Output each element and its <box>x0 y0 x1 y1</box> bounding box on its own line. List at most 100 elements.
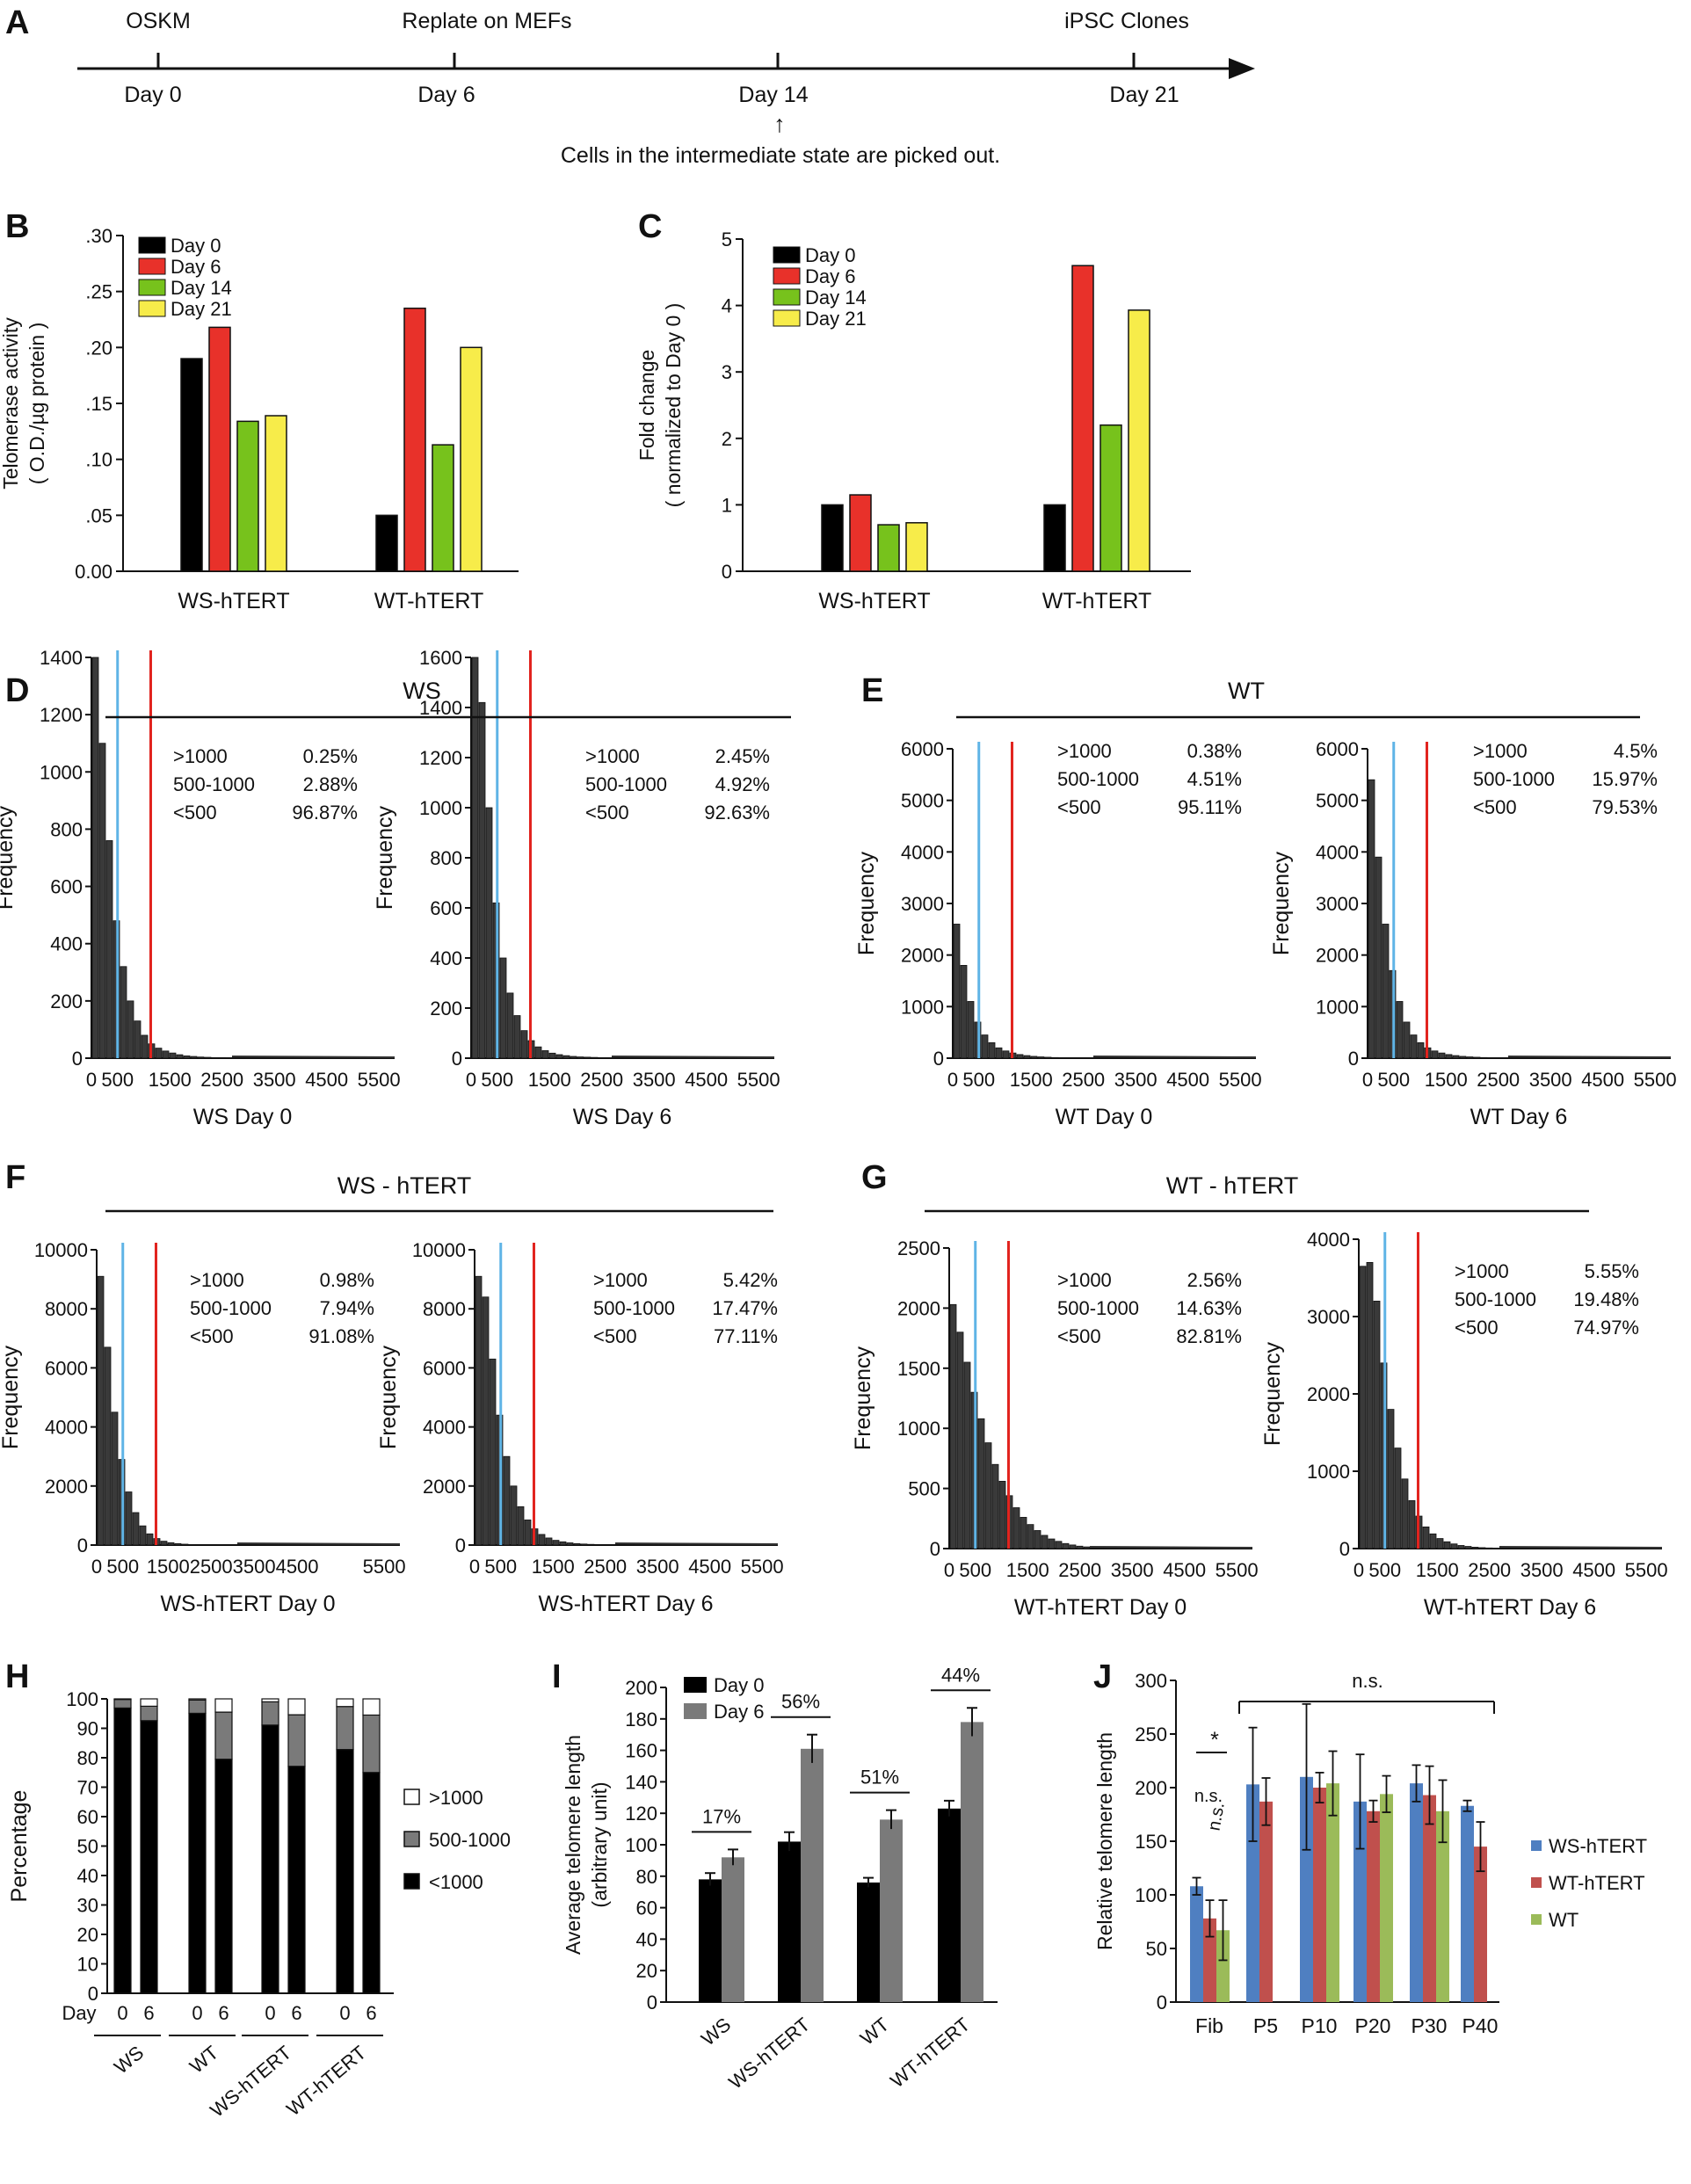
stat-percent: 15.97% <box>1592 768 1658 790</box>
histogram-bin <box>587 1543 595 1546</box>
histogram-bin <box>584 1056 591 1059</box>
stat-percent: 5.42% <box>723 1269 778 1291</box>
panel-label-f: F <box>5 1159 25 1196</box>
x-tick-label: 1500 <box>1425 1069 1468 1091</box>
stacked-segment <box>214 1698 233 1713</box>
histogram-bin <box>1359 1266 1367 1549</box>
y-tick-label: 1400 <box>419 697 462 719</box>
y-tick-label: 4000 <box>901 841 944 863</box>
y-axis-label: Frequency <box>1260 1341 1285 1446</box>
category-label: P40 <box>1462 2014 1499 2037</box>
histogram-bin <box>506 992 514 1059</box>
x-tick-label: 5500 <box>1216 1559 1259 1581</box>
x-tick-label: 0 <box>944 1559 954 1581</box>
histogram-bin <box>534 1046 542 1059</box>
histogram-bin <box>594 1544 602 1546</box>
histogram-bin <box>1459 1056 1467 1059</box>
histogram-bin <box>570 1056 577 1059</box>
histogram-bin <box>120 966 127 1059</box>
histogram-bin <box>1012 1507 1020 1549</box>
legend-label: <1000 <box>429 1871 483 1893</box>
histogram-bin <box>1368 779 1375 1059</box>
y-axis-label: Frequency <box>1269 851 1294 955</box>
group-title: WS - hTERT <box>337 1172 472 1199</box>
stat-percent: 77.11% <box>714 1325 778 1347</box>
stat-range: <500 <box>593 1325 637 1347</box>
panel-label-d: D <box>5 672 29 709</box>
histogram-bin <box>141 1034 149 1059</box>
bar-day14 <box>877 524 900 572</box>
y-tick-label: 1200 <box>419 747 462 769</box>
y-tick-label: 60 <box>77 1806 98 1828</box>
annotation-percent: 17% <box>702 1805 741 1827</box>
x-tick-label: 2500 <box>1477 1069 1520 1091</box>
panel-label-a: A <box>5 4 29 41</box>
bar-day6 <box>722 1857 744 2002</box>
histogram-bin <box>471 657 479 1059</box>
x-tick-label: 3500 <box>1111 1559 1154 1581</box>
stacked-segment <box>214 1759 233 1994</box>
y-tick-label: 1600 <box>419 647 462 669</box>
legend-swatch <box>403 1789 420 1805</box>
x-tick-label: 0 <box>1362 1069 1373 1091</box>
y-tick-label: 120 <box>625 1803 657 1825</box>
category-label: P5 <box>1253 2014 1278 2037</box>
x-tick-label: 4500 <box>1581 1069 1624 1091</box>
x-tick-day: 0 <box>339 2002 350 2024</box>
legend-swatch <box>773 309 801 327</box>
stat-range: <500 <box>1057 796 1101 818</box>
y-tick-label: 5000 <box>901 790 944 812</box>
bar-day6 <box>961 1722 983 2002</box>
x-tick-label: 5500 <box>1625 1559 1668 1581</box>
x-tick-label: 500 <box>106 1556 139 1578</box>
x-tick-label: 500 <box>481 1069 513 1091</box>
y-axis-label: Frequency <box>0 805 18 910</box>
histogram-bin <box>559 1541 567 1546</box>
histogram-bin <box>1408 1500 1416 1549</box>
x-tick-label: 500 <box>959 1559 991 1581</box>
y-tick-label: 600 <box>50 876 83 898</box>
histogram-bin <box>478 701 486 1059</box>
y-tick-label: 0 <box>722 561 732 583</box>
stat-range: >1000 <box>173 745 228 767</box>
stacked-segment <box>336 1749 354 1994</box>
x-tick-label: 0 <box>469 1556 480 1578</box>
stat-percent: 7.94% <box>320 1297 374 1319</box>
histogram-bin <box>105 840 113 1059</box>
y-axis-label: ( normalized to Day 0 ) <box>662 303 685 508</box>
histogram-bin <box>552 1540 560 1546</box>
stacked-segment <box>188 1698 207 1701</box>
stacked-segment <box>261 1698 279 1702</box>
histogram-bin <box>580 1543 588 1546</box>
x-tick-label: 2500 <box>1058 1559 1101 1581</box>
histogram-bin <box>499 957 507 1059</box>
histogram-bin <box>1396 1001 1404 1059</box>
timeline-day-0: Day 0 <box>124 83 181 107</box>
category-label: WT-hTERT <box>1042 589 1152 613</box>
bar-wt-htert <box>1259 1801 1273 2002</box>
x-tick-label: 500 <box>1368 1559 1401 1581</box>
y-tick-label: 100 <box>1135 1884 1167 1906</box>
category-label: P30 <box>1412 2014 1448 2037</box>
stacked-segment <box>336 1706 354 1751</box>
stacked-segment <box>362 1772 381 1994</box>
y-tick-label: 1000 <box>1307 1461 1350 1483</box>
legend-label: Day 6 <box>714 1701 764 1723</box>
histogram-bin <box>125 1491 133 1546</box>
histogram-tail <box>236 1542 401 1545</box>
x-tick-day: 6 <box>218 2002 229 2024</box>
histogram-bin <box>1394 1448 1402 1549</box>
histogram-bin <box>1473 1056 1481 1059</box>
x-tick-label: 3500 <box>633 1069 676 1091</box>
y-tick-label: 40 <box>636 1928 657 1950</box>
histogram-bin <box>91 657 99 1059</box>
stat-range: 500-1000 <box>1057 1297 1139 1319</box>
stat-percent: 2.45% <box>715 745 770 767</box>
stacked-segment <box>287 1698 306 1716</box>
y-tick-label: 100 <box>66 1688 98 1710</box>
